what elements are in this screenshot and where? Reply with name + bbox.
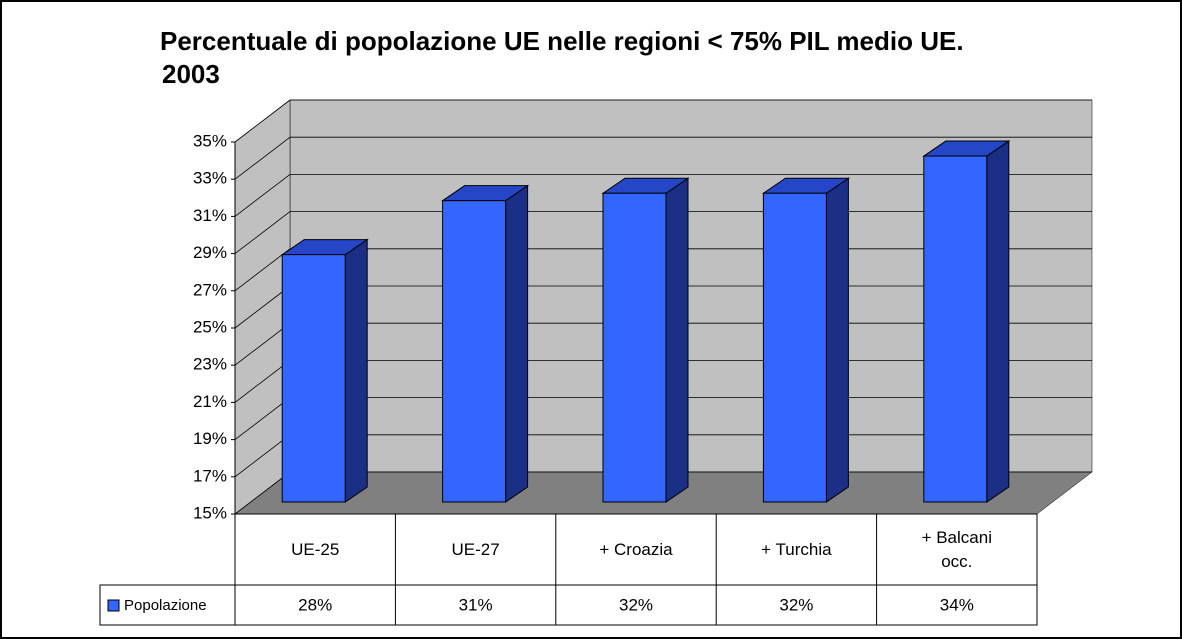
y-tick-label: 27% xyxy=(193,280,227,299)
y-tick-label: 25% xyxy=(193,317,227,336)
bar xyxy=(442,200,507,503)
chart-title: Percentuale di popolazione UE nelle regi… xyxy=(160,26,964,56)
y-tick-label: 19% xyxy=(193,429,227,448)
y-tick-label: 17% xyxy=(193,466,227,485)
category-cell: + Turchia xyxy=(716,514,876,585)
data-label: 32% xyxy=(619,595,653,614)
bar-side xyxy=(505,184,529,503)
category-cell: UE-27 xyxy=(395,514,555,585)
grid-line xyxy=(234,174,291,217)
bar xyxy=(762,192,827,503)
bar xyxy=(602,192,667,503)
bar-side xyxy=(825,177,849,503)
grid-line xyxy=(234,285,291,329)
bar-side xyxy=(986,140,1010,503)
bar-side xyxy=(665,177,689,503)
x-tick-label: + Croazia xyxy=(599,539,673,559)
grid-line xyxy=(234,471,291,515)
category-cell: + Balcani occ. xyxy=(877,514,1037,585)
x-tick-label: UE-25 xyxy=(291,539,340,559)
category-cell: UE-25 xyxy=(235,514,395,585)
data-label: 28% xyxy=(298,595,332,614)
y-tick-label: 35% xyxy=(193,131,227,150)
table-border xyxy=(234,513,1038,626)
grid-line xyxy=(234,322,291,366)
y-tick-label: 31% xyxy=(193,206,227,225)
chart-title: 2003 xyxy=(162,59,220,89)
x-tick-label: + Turchia xyxy=(761,539,832,559)
data-label: 32% xyxy=(779,595,813,614)
data-label: 31% xyxy=(459,595,493,614)
legend-swatch xyxy=(107,599,120,612)
x-tick-label: + Balcani occ. xyxy=(921,527,992,571)
x-tick-label: UE-27 xyxy=(451,539,500,559)
legend-label: Popolazione xyxy=(124,597,207,614)
y-tick-label: 23% xyxy=(193,355,227,374)
grid-line xyxy=(234,136,291,180)
y-tick-label: 21% xyxy=(193,392,227,411)
data-label: 34% xyxy=(940,595,974,614)
y-tick-label: 15% xyxy=(193,503,227,522)
category-cell: + Croazia xyxy=(556,514,716,585)
bar xyxy=(281,254,346,503)
bar xyxy=(923,155,988,503)
grid-line xyxy=(234,397,291,440)
grid-line xyxy=(234,99,291,143)
grid-line xyxy=(234,211,291,254)
y-tick-label: 29% xyxy=(193,243,227,262)
grid-line xyxy=(234,360,291,403)
bar-side xyxy=(344,238,368,503)
grid-line xyxy=(234,248,291,292)
y-tick-label: 33% xyxy=(193,169,227,188)
grid-line xyxy=(234,434,291,478)
